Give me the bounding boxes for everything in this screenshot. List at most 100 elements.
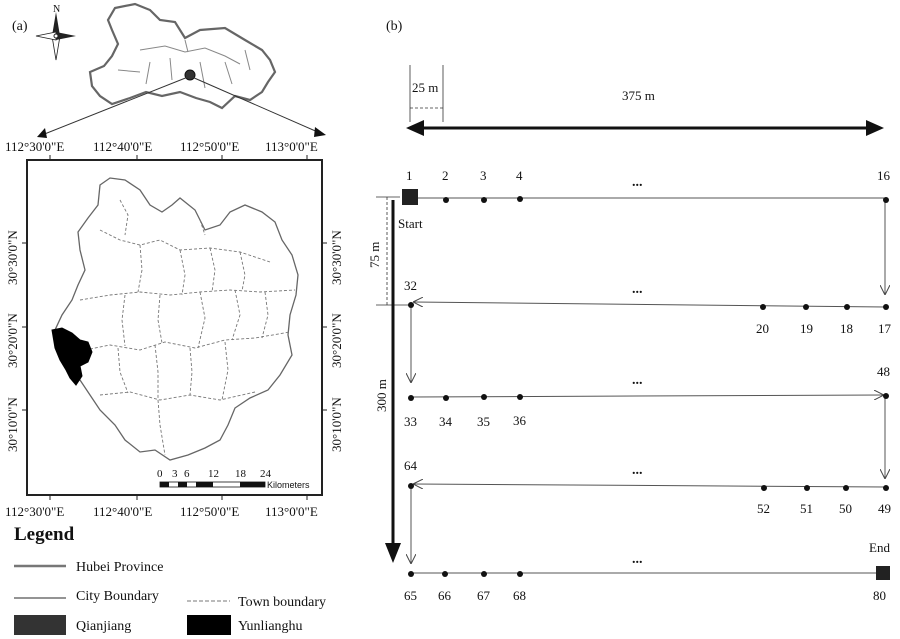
leader-line-left [41, 76, 189, 136]
sample-point [844, 304, 850, 310]
legend-item-city: City Boundary [14, 589, 159, 604]
legend-item-yunlianghu: Yunlianghu [187, 615, 303, 635]
sample-point [760, 304, 766, 310]
lon-tick-label: 112°30'0"E [5, 139, 64, 154]
lat-tick-label: 30°30'0"N [329, 230, 344, 285]
lat-tick-label: 30°10'0"N [5, 397, 20, 452]
scale-labels: 0 3 6 12 18 24 [157, 468, 272, 480]
sample-point [443, 197, 449, 203]
point-label: 33 [404, 414, 417, 429]
sample-point [883, 393, 889, 399]
sample-point [481, 394, 487, 400]
sample-point [803, 304, 809, 310]
point-label: 4 [516, 168, 523, 183]
hubei-province-inset [88, 2, 277, 110]
sample-point [804, 485, 810, 491]
dim-300-label: 300 m [374, 379, 389, 412]
sample-point [517, 196, 523, 202]
qianjiang-city-boundary [54, 177, 299, 461]
latitude-labels-left: 30°30'0"N 30°20'0"N 30°10'0"N [5, 230, 20, 452]
leader-arrowhead-left [37, 128, 47, 138]
sample-point [408, 395, 414, 401]
scale-tick: 0 [157, 468, 163, 480]
lon-tick-label: 112°30'0"E [5, 504, 64, 519]
legend-symbol-fill [187, 615, 231, 635]
point-label: 65 [404, 588, 417, 603]
end-label: End [869, 540, 890, 555]
lon-tick-label: 112°40'0"E [93, 504, 152, 519]
legend-item-town: Town boundary [187, 595, 326, 610]
legend-item-hubei: Hubei Province [14, 560, 163, 575]
lon-tick-label: 112°50'0"E [180, 504, 239, 519]
dim-375-label: 375 m [622, 88, 655, 103]
legend-label: Qianjiang [76, 619, 131, 634]
ellipsis: ... [632, 282, 643, 297]
longitude-labels-top: 112°30'0"E 112°40'0"E 112°50'0"E 113°0'0… [5, 139, 318, 154]
point-label: 35 [477, 414, 490, 429]
sample-point [442, 571, 448, 577]
sample-point [481, 197, 487, 203]
sample-point [517, 571, 523, 577]
ellipsis: ... [632, 175, 643, 190]
start-marker [402, 189, 418, 205]
legend-label: Yunlianghu [238, 619, 303, 634]
scale-unit: Kilometers [267, 480, 310, 490]
point-label: 64 [404, 458, 418, 473]
sample-point [408, 302, 414, 308]
scale-bar [159, 481, 266, 488]
panel-a-label: (a) [12, 19, 28, 34]
sample-point [517, 394, 523, 400]
dim-25-label: 25 m [412, 80, 438, 95]
sample-point [883, 197, 889, 203]
lon-tick-label: 113°0'0"E [265, 504, 318, 519]
sampling-route [411, 197, 885, 574]
leader-line-right [191, 76, 321, 134]
scale-tick: 6 [184, 468, 190, 480]
point-label: 1 [406, 168, 413, 183]
sample-point [843, 485, 849, 491]
scale-tick: 12 [208, 468, 219, 480]
dimension-75m [376, 196, 414, 306]
point-label: 18 [840, 321, 853, 336]
point-label: 17 [878, 321, 892, 336]
point-label: 19 [800, 321, 813, 336]
legend-label: Hubei Province [76, 560, 163, 575]
lon-tick-label: 113°0'0"E [265, 139, 318, 154]
yunlianghu-region [51, 327, 93, 386]
legend-label: City Boundary [76, 589, 159, 604]
dim-75-label: 75 m [367, 242, 382, 268]
sample-points [408, 196, 889, 577]
sample-point [443, 395, 449, 401]
sample-point [408, 571, 414, 577]
end-marker [876, 566, 890, 580]
point-label: 2 [442, 168, 449, 183]
point-label: 49 [878, 501, 891, 516]
legend-title: Legend [14, 524, 75, 545]
point-label: 67 [477, 588, 491, 603]
sample-point [481, 571, 487, 577]
scale-tick: 3 [172, 468, 178, 480]
ellipsis-marks: ... ... ... ... ... [632, 175, 643, 567]
point-label: 3 [480, 168, 487, 183]
sample-point [883, 304, 889, 310]
point-label: 52 [757, 501, 770, 516]
dimension-300m [385, 200, 401, 563]
lon-tick-label: 112°50'0"E [180, 139, 239, 154]
north-arrow-icon [35, 12, 76, 61]
ellipsis: ... [632, 552, 643, 567]
point-label: 50 [839, 501, 852, 516]
sample-point [883, 485, 889, 491]
lat-tick-label: 30°20'0"N [329, 313, 344, 368]
dimension-25m [409, 65, 444, 122]
point-label: 68 [513, 588, 526, 603]
point-label: 80 [873, 588, 886, 603]
town-boundaries [79, 199, 296, 456]
legend-item-qianjiang: Qianjiang [14, 615, 131, 635]
panel-b-label: (b) [386, 19, 403, 34]
ellipsis: ... [632, 463, 643, 478]
point-label: 32 [404, 278, 417, 293]
leader-arrowhead-right [314, 127, 326, 137]
point-label: 48 [877, 364, 890, 379]
start-label: Start [398, 216, 423, 231]
